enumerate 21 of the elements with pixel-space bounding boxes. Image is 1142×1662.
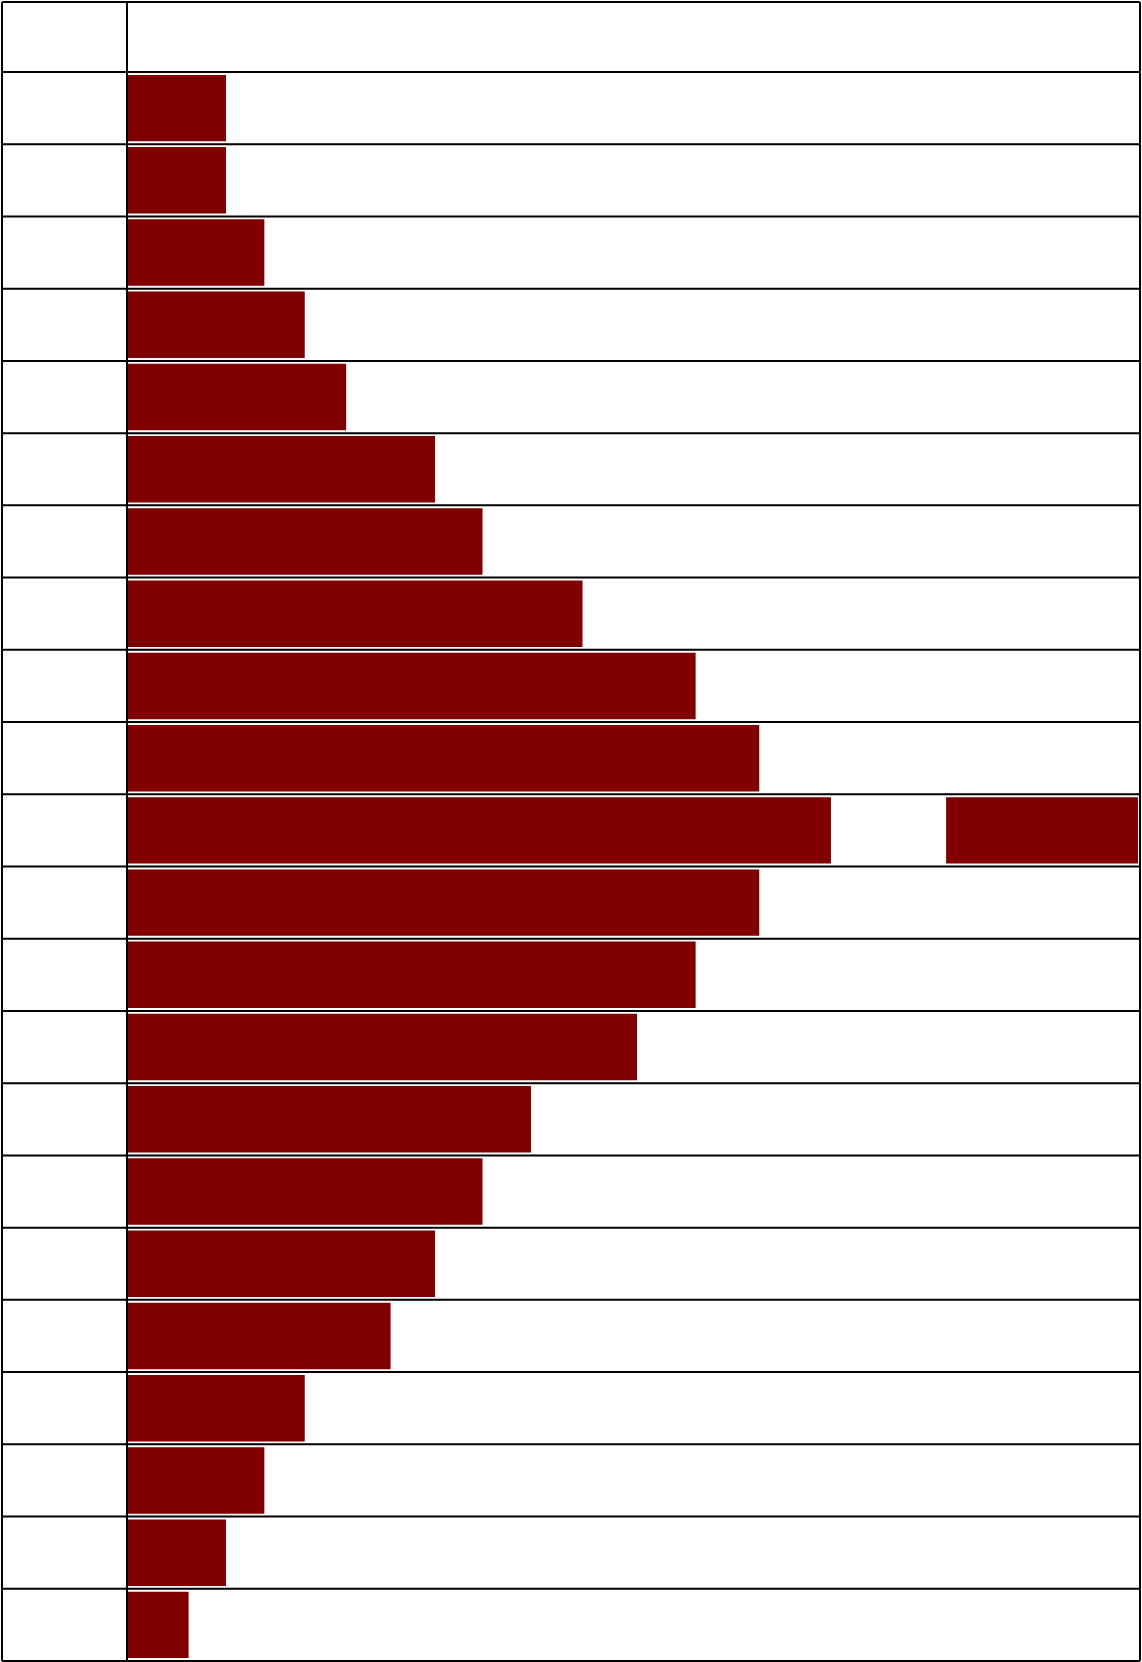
bar	[128, 1230, 436, 1297]
bar	[128, 869, 760, 936]
bar	[128, 1374, 305, 1442]
bar	[128, 580, 583, 647]
bar	[128, 652, 696, 720]
bar	[128, 1519, 226, 1586]
bar	[128, 1013, 638, 1081]
bar	[128, 1302, 391, 1370]
bar	[128, 724, 760, 792]
bar	[128, 941, 696, 1009]
bar	[128, 1591, 189, 1659]
bar	[128, 508, 483, 575]
bar	[128, 363, 347, 431]
bar	[128, 219, 265, 286]
bar	[128, 1447, 265, 1514]
bar	[128, 1086, 531, 1153]
bar	[128, 291, 305, 359]
bar	[128, 147, 226, 214]
bar	[128, 436, 436, 503]
bar	[128, 1158, 483, 1225]
bar	[128, 74, 226, 142]
